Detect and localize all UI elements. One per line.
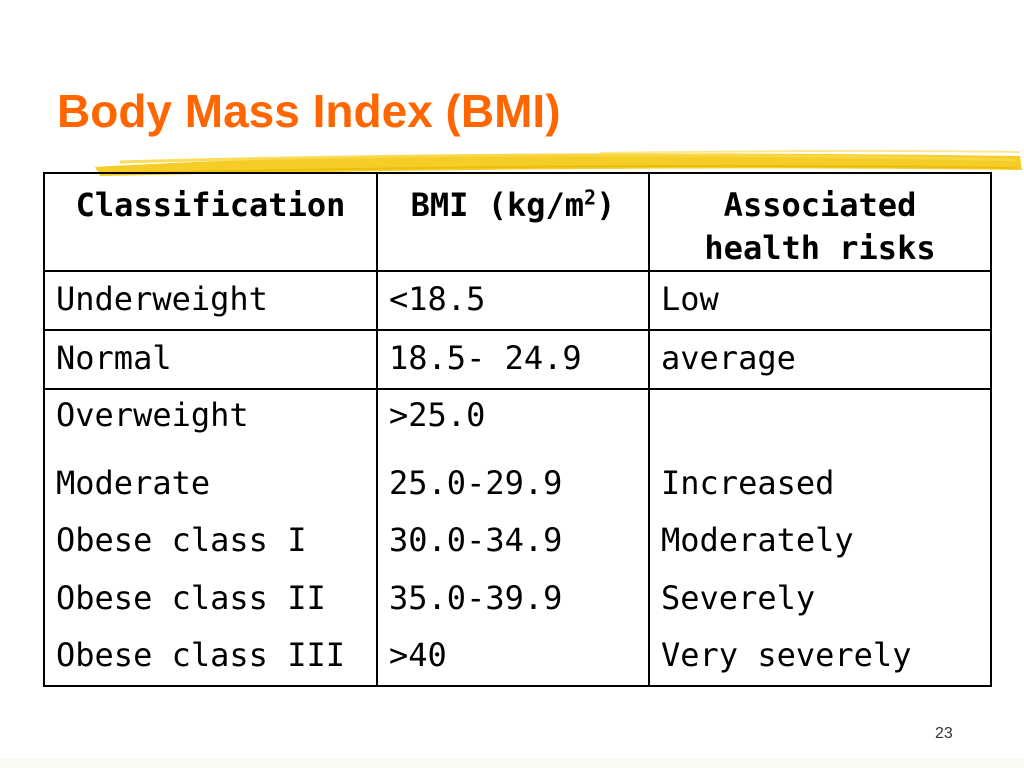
cell-bmi: 18.5- 24.9 bbox=[376, 328, 650, 390]
bottom-band bbox=[0, 759, 1024, 768]
cell-classification: Underweight bbox=[43, 269, 378, 331]
classification-item: Overweight bbox=[56, 395, 249, 434]
classification-item: Obese class I bbox=[56, 521, 307, 560]
cell-bmi: <18.5 bbox=[376, 269, 650, 331]
header-risk-line2: health risks bbox=[704, 228, 936, 267]
table-header-row: Classification BMI (kg/m2) Associated hea… bbox=[43, 172, 992, 272]
page-number: 23 bbox=[935, 725, 953, 742]
bmi-item: >40 bbox=[389, 636, 447, 675]
table-row: Underweight <18.5 Low bbox=[43, 269, 992, 331]
classification-item: Obese class II bbox=[56, 578, 326, 617]
header-associated-risks: Associated health risks bbox=[648, 172, 992, 272]
risk-item: Moderately bbox=[661, 521, 854, 560]
bmi-table: Classification BMI (kg/m2) Associated hea… bbox=[43, 172, 992, 687]
header-classification: Classification bbox=[43, 172, 378, 272]
cell-classification: Normal bbox=[43, 328, 378, 390]
cell-risk: Low bbox=[648, 269, 992, 331]
risk-item: Severely bbox=[661, 578, 816, 617]
cell-classification-list: Overweight Moderate Obese class I Obese … bbox=[43, 387, 378, 687]
cell-bmi-list: >25.0 25.0-29.9 30.0-34.9 35.0-39.9 >40 bbox=[376, 387, 650, 687]
bmi-item: >25.0 bbox=[389, 395, 486, 434]
cell-risk: average bbox=[648, 328, 992, 390]
classification-item: Moderate bbox=[56, 463, 211, 502]
table-row: Normal 18.5- 24.9 average bbox=[43, 328, 992, 390]
bmi-item: 35.0-39.9 bbox=[389, 578, 563, 617]
risk-item: Very severely bbox=[661, 636, 912, 675]
cell-risk-list: Increased Moderately Severely Very sever… bbox=[648, 387, 992, 687]
table-row-overweight: Overweight Moderate Obese class I Obese … bbox=[43, 387, 992, 687]
bmi-item: 25.0-29.9 bbox=[389, 463, 563, 502]
header-bmi-suffix: ) bbox=[596, 186, 616, 224]
header-bmi: BMI (kg/m2) bbox=[376, 172, 650, 272]
bmi-item: 30.0-34.9 bbox=[389, 521, 563, 560]
highlighter-underline bbox=[95, 149, 1022, 176]
risk-item: Increased bbox=[661, 463, 835, 502]
classification-item: Obese class III bbox=[56, 636, 345, 675]
slide-title: Body Mass Index (BMI) bbox=[57, 85, 561, 137]
header-risk-line1: Associated bbox=[723, 186, 917, 224]
header-bmi-superscript: 2 bbox=[584, 185, 597, 210]
header-bmi-prefix: BMI (kg/m bbox=[410, 186, 585, 224]
risk-item bbox=[661, 398, 979, 432]
